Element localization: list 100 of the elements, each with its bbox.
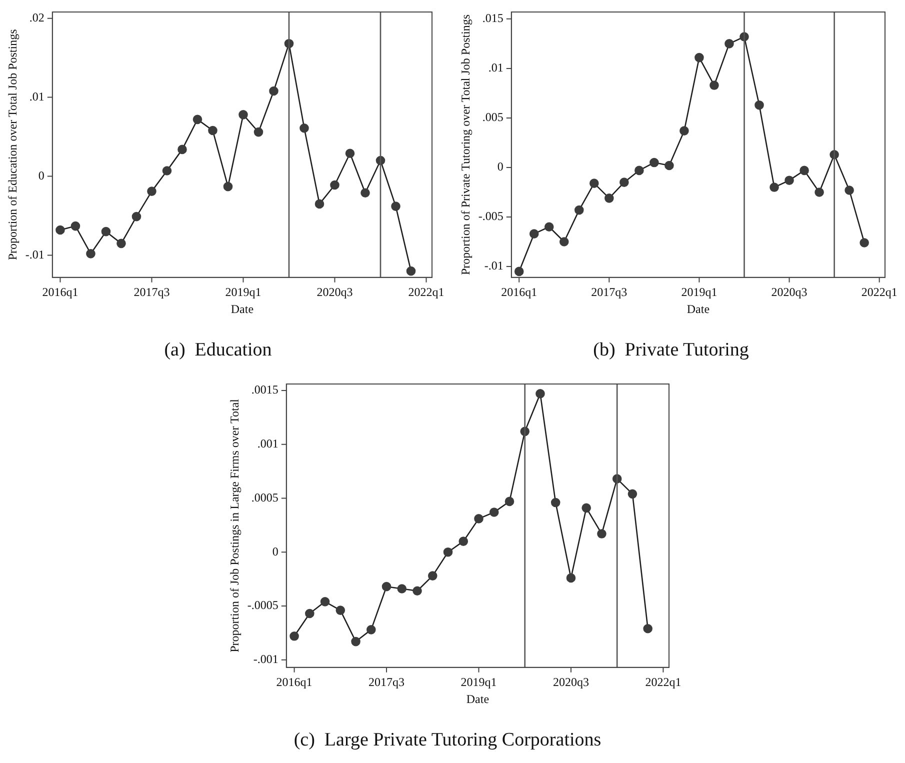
y-tick-label: .0005 <box>251 490 278 504</box>
point <box>550 498 560 508</box>
point <box>269 86 278 96</box>
x-tick-label: 2016q1 <box>276 674 312 689</box>
point <box>860 238 869 248</box>
point <box>147 186 156 196</box>
point <box>305 608 314 618</box>
point <box>643 624 652 634</box>
x-tick-label: 2017q3 <box>368 674 405 689</box>
point <box>290 632 299 641</box>
x-tick-label: 2020q3 <box>771 284 808 299</box>
point <box>458 536 468 546</box>
point <box>406 266 416 276</box>
point <box>86 249 96 258</box>
y-tick-label: .0015 <box>251 382 278 397</box>
x-tick-label: 2022q1 <box>408 284 444 299</box>
point <box>101 226 111 236</box>
point <box>544 222 554 232</box>
point <box>162 166 172 176</box>
point <box>382 582 392 592</box>
point <box>710 80 719 90</box>
x-tick-label: 2022q1 <box>861 284 898 299</box>
point <box>566 573 576 583</box>
point <box>604 194 614 203</box>
text: (c) Large Private Tutoring Corporations <box>294 730 602 751</box>
x-tick-label: 2016q1 <box>501 284 538 299</box>
x-tick-label: 2017q3 <box>591 284 628 299</box>
x-axis-title: Date <box>466 692 490 706</box>
point <box>504 496 514 506</box>
point <box>345 148 355 158</box>
point <box>428 571 438 580</box>
y-axis-title: Proportion of Job Postings in Large Firms over Total <box>227 398 242 652</box>
y-axis-title: Proportion of Private Tutoring over Total Job Postings <box>458 14 472 276</box>
y-tick-label: -.001 <box>253 652 278 666</box>
y-tick-label: 0 <box>497 160 504 174</box>
point <box>620 178 629 187</box>
point <box>590 178 599 188</box>
y-tick-label: -.01 <box>25 247 44 262</box>
y-tick-label: .02 <box>29 10 44 24</box>
point <box>330 180 340 190</box>
point <box>514 266 524 276</box>
point <box>397 584 407 594</box>
x-tick-label: 2022q1 <box>645 674 682 689</box>
y-tick-label: -.01 <box>484 258 504 273</box>
point <box>443 547 453 557</box>
x-tick-label: 2017q3 <box>134 284 170 299</box>
y-tick-label: 0 <box>38 168 44 182</box>
point <box>582 503 591 513</box>
point <box>844 186 854 195</box>
point <box>412 586 422 596</box>
x-axis-title: Date <box>230 302 254 316</box>
point <box>650 158 659 168</box>
x-tick-label: 2020q3 <box>316 284 353 299</box>
y-tick-label: .015 <box>482 11 504 26</box>
text: (a) Education <box>164 340 272 361</box>
point <box>70 221 80 231</box>
point <box>336 606 346 615</box>
point <box>360 188 370 198</box>
point <box>238 110 248 120</box>
y-axis-title: Proportion of Education over Total Job Postings <box>5 28 20 260</box>
point <box>784 176 794 185</box>
point <box>56 225 65 235</box>
y-tick-label: .01 <box>29 89 44 104</box>
text: (b) Private Tutoring <box>593 340 750 361</box>
point <box>489 508 499 517</box>
point <box>724 39 734 48</box>
point <box>559 237 569 246</box>
point <box>634 166 644 176</box>
x-tick-label: 2019q1 <box>225 284 262 299</box>
y-tick-label: .001 <box>257 436 278 450</box>
point <box>694 52 704 62</box>
point <box>680 126 689 136</box>
x-tick-label: 2016q1 <box>42 284 78 299</box>
point <box>770 182 779 192</box>
point <box>132 212 142 222</box>
point <box>254 127 264 137</box>
point <box>351 636 360 646</box>
point <box>664 160 674 170</box>
point <box>597 529 606 538</box>
point <box>314 199 324 209</box>
point <box>208 126 218 136</box>
point <box>628 489 638 499</box>
point <box>474 514 484 524</box>
point <box>192 114 202 124</box>
point <box>754 100 764 110</box>
point <box>814 188 824 197</box>
point <box>529 229 539 238</box>
x-tick-label: 2019q1 <box>460 674 497 689</box>
y-tick-label: .01 <box>488 60 504 75</box>
point <box>366 625 376 634</box>
y-tick-label: -.005 <box>478 209 504 224</box>
point <box>178 144 187 154</box>
y-tick-label: .005 <box>482 110 504 124</box>
y-tick-label: 0 <box>272 544 278 558</box>
point <box>116 238 126 248</box>
point <box>223 182 233 192</box>
point <box>391 202 400 211</box>
point <box>800 166 809 176</box>
x-axis-title: Date <box>686 302 710 316</box>
point <box>320 597 330 606</box>
